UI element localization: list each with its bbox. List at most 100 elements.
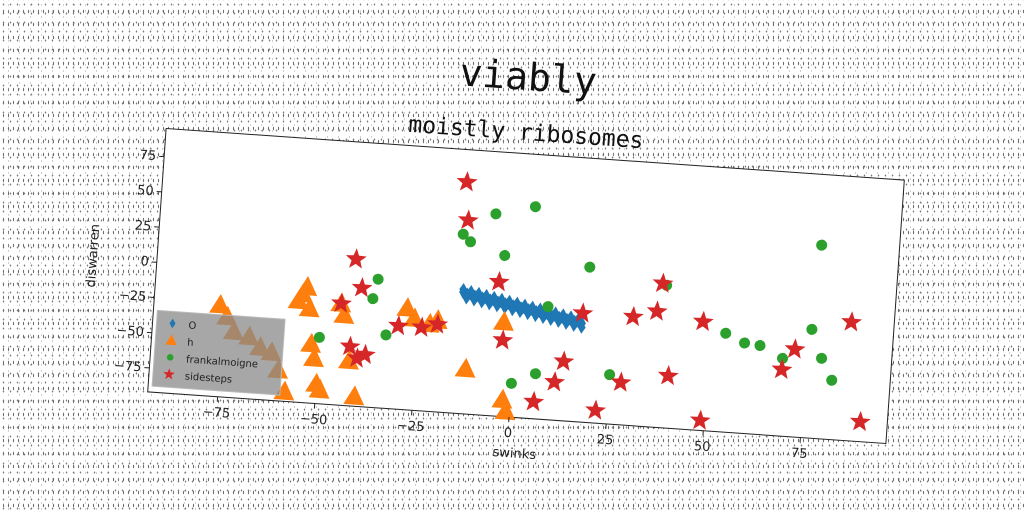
data-point-O xyxy=(531,309,540,323)
data-point-O xyxy=(470,293,479,307)
data-point-sidesteps xyxy=(331,292,352,313)
plot-area xyxy=(147,127,905,445)
data-point-h xyxy=(494,400,516,421)
y-tick-label: 50 xyxy=(137,183,155,199)
data-point-h xyxy=(403,307,425,328)
data-point-frankalmoigne xyxy=(777,352,789,364)
data-point-sidesteps xyxy=(692,310,714,332)
data-point-frankalmoigne xyxy=(367,293,379,305)
data-point-h xyxy=(333,304,355,325)
legend-label-sidesteps: sidesteps xyxy=(184,371,232,385)
data-point-sidesteps xyxy=(771,358,793,379)
x-tick-label: 50 xyxy=(693,439,711,455)
data-point-sidesteps xyxy=(523,390,545,412)
data-point-h xyxy=(209,293,230,314)
x-tick-label: 75 xyxy=(790,446,808,462)
data-point-O xyxy=(477,295,486,309)
data-point-frankalmoigne xyxy=(584,261,596,273)
data-point-frankalmoigne xyxy=(372,273,384,285)
data-point-frankalmoigne xyxy=(604,369,616,381)
x-tick-label: 25 xyxy=(596,432,614,448)
data-point-sidesteps xyxy=(488,271,510,292)
data-point-sidesteps xyxy=(553,350,575,371)
x-tick-label: 0 xyxy=(503,426,512,442)
data-point-h xyxy=(343,385,365,406)
data-point-sidesteps xyxy=(345,248,367,269)
y-tick-label: 25 xyxy=(134,218,152,234)
data-point-O xyxy=(474,286,483,300)
series-sidesteps xyxy=(331,171,871,432)
data-point-h xyxy=(492,310,514,331)
legend-marker-frankalmoigne xyxy=(166,354,174,361)
data-point-sidesteps xyxy=(492,329,514,350)
legend-marker-O xyxy=(169,318,176,329)
data-point-O xyxy=(462,291,471,305)
data-point-sidesteps xyxy=(572,302,594,323)
data-point-sidesteps xyxy=(457,209,479,230)
data-point-O xyxy=(523,307,532,321)
data-point-O xyxy=(559,308,568,322)
data-point-h xyxy=(296,276,318,296)
data-point-sidesteps xyxy=(351,276,373,298)
data-point-sidesteps xyxy=(610,371,632,392)
data-point-O xyxy=(500,301,509,315)
data-point-O xyxy=(482,288,491,302)
data-point-O xyxy=(516,305,525,319)
data-point-frankalmoigne xyxy=(720,327,732,339)
data-point-sidesteps xyxy=(456,171,478,192)
data-point-sidesteps xyxy=(646,300,668,321)
legend-label-O: O xyxy=(188,321,197,333)
data-point-frankalmoigne xyxy=(490,208,502,220)
series-O xyxy=(459,283,586,334)
data-point-h xyxy=(300,332,321,353)
data-point-h xyxy=(298,297,320,318)
data-point-frankalmoigne xyxy=(529,368,541,380)
data-point-h xyxy=(454,357,476,378)
data-point-frankalmoigne xyxy=(313,331,325,343)
data-point-O xyxy=(546,313,555,326)
x-tick-label: −50 xyxy=(299,412,327,429)
data-point-O xyxy=(562,317,571,330)
data-point-O xyxy=(577,321,586,334)
data-point-O xyxy=(566,310,575,324)
data-point-sidesteps xyxy=(841,311,863,332)
data-point-frankalmoigne xyxy=(816,239,828,251)
data-point-sidesteps xyxy=(689,409,711,430)
data-point-frankalmoigne xyxy=(499,249,511,261)
data-point-O xyxy=(536,302,545,316)
data-point-sidesteps xyxy=(585,399,607,420)
data-point-O xyxy=(489,290,498,304)
y-tick-label: 75 xyxy=(139,148,157,164)
data-point-sidesteps xyxy=(339,335,361,356)
data-point-frankalmoigne xyxy=(754,340,766,352)
y-tick-label: −25 xyxy=(118,288,146,305)
data-point-O xyxy=(485,297,494,311)
data-point-sidesteps xyxy=(544,371,566,392)
data-point-sidesteps xyxy=(388,314,409,336)
data-point-sidesteps xyxy=(657,364,679,386)
data-point-sidesteps xyxy=(346,347,368,368)
data-point-sidesteps xyxy=(784,338,806,359)
y-tick-label: −50 xyxy=(116,323,144,340)
y-tick-label: −75 xyxy=(113,358,141,375)
data-point-O xyxy=(505,294,514,308)
x-tick-label: −75 xyxy=(202,405,230,422)
chart-title: viably xyxy=(458,50,598,103)
legend-box xyxy=(151,309,286,396)
data-point-sidesteps xyxy=(652,272,674,293)
data-point-frankalmoigne xyxy=(529,201,541,213)
data-point-frankalmoigne xyxy=(826,374,838,386)
data-point-O xyxy=(497,292,506,306)
x-axis-label: swinks xyxy=(492,445,537,463)
data-point-O xyxy=(459,283,468,296)
data-point-sidesteps xyxy=(427,313,449,334)
data-point-frankalmoigne xyxy=(806,323,818,335)
legend-label-h: h xyxy=(187,338,194,349)
data-point-O xyxy=(554,315,563,328)
data-point-frankalmoigne xyxy=(465,236,477,248)
data-point-O xyxy=(493,299,502,313)
data-point-h xyxy=(396,297,418,318)
legend-marker-h xyxy=(165,334,177,346)
